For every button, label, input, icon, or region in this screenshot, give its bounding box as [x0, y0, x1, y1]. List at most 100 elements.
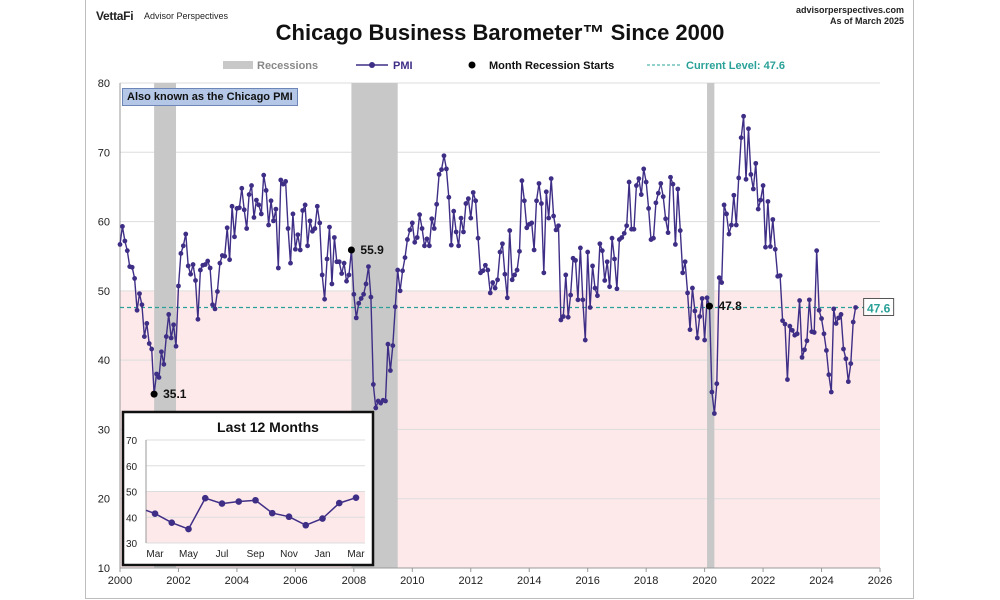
pmi-point — [694, 335, 700, 341]
pmi-point — [120, 224, 125, 229]
pmi-point — [548, 176, 554, 182]
x-tick-label: 2008 — [342, 575, 366, 587]
pmi-point — [232, 234, 237, 240]
pmi-point — [146, 341, 152, 346]
y-tick-label: 40 — [98, 355, 110, 367]
x-tick-label: 2006 — [283, 575, 307, 587]
inset-y-tick-label: 70 — [126, 436, 138, 447]
pmi-point — [772, 246, 778, 252]
pmi-point — [785, 377, 790, 382]
pmi-point — [660, 194, 666, 200]
inset-chart: Last 12 Months 30 40 50 60 70 Mar May Jul Sep Nov J… — [121, 410, 375, 567]
pmi-point — [273, 206, 279, 212]
pmi-point — [714, 381, 720, 387]
pmi-point — [646, 206, 651, 211]
pmi-point — [653, 200, 659, 206]
pmi-point — [487, 290, 493, 296]
pmi-point — [828, 389, 834, 395]
pmi-point — [295, 232, 301, 238]
pmi-point — [585, 249, 591, 255]
inset-y-tick-label: 30 — [126, 539, 138, 550]
x-tick-label: 2002 — [166, 575, 190, 587]
pmi-point — [444, 166, 449, 172]
pmi-point — [672, 242, 678, 247]
pmi-point — [458, 215, 464, 221]
pmi-point — [636, 176, 642, 182]
pmi-point — [412, 239, 418, 245]
chart-note: Also known as the Chicago PMI — [122, 88, 298, 106]
pmi-point — [446, 194, 452, 200]
pmi-point — [385, 341, 391, 347]
y-tick-label: 60 — [98, 217, 110, 229]
pmi-point — [577, 245, 583, 251]
x-tick-label: 2018 — [634, 575, 658, 587]
pmi-point — [366, 264, 371, 270]
pmi-point — [819, 316, 824, 321]
pmi-point — [638, 192, 644, 197]
pmi-point — [531, 247, 537, 253]
pmi-point — [670, 181, 676, 187]
pmi-point — [453, 229, 459, 235]
pmi-point — [436, 172, 442, 177]
pmi-point — [268, 198, 274, 204]
pmi-point — [305, 243, 310, 249]
pmi-point — [407, 227, 413, 233]
pmi-point — [841, 346, 846, 352]
pmi-point — [475, 235, 481, 241]
pmi-point — [288, 260, 293, 266]
pmi-point — [307, 218, 313, 224]
pmi-point — [185, 263, 191, 269]
pmi-point — [682, 259, 688, 265]
pmi-point — [641, 166, 647, 172]
pmi-point — [448, 242, 454, 248]
pmi-point — [619, 235, 625, 240]
inset-pmi-point — [352, 494, 360, 501]
pmi-point — [402, 255, 408, 260]
pmi-point — [426, 243, 432, 249]
pmi-point — [422, 243, 427, 249]
pmi-point — [614, 286, 620, 292]
pmi-point — [767, 244, 773, 249]
pmi-point — [833, 321, 839, 326]
pmi-point — [156, 375, 162, 380]
current-level-label: 47.6 — [867, 301, 891, 315]
pmi-point — [193, 278, 198, 283]
pmi-point — [677, 228, 683, 233]
pmi-point — [210, 302, 215, 308]
pmi-point — [826, 372, 832, 378]
pmi-point — [166, 312, 172, 317]
pmi-point — [634, 183, 639, 188]
pmi-point — [782, 321, 788, 327]
pmi-point — [266, 222, 271, 228]
inset-title: Last 12 Months — [217, 419, 319, 435]
pmi-point — [346, 272, 352, 278]
inset-x-tick-label: Sep — [247, 549, 265, 560]
pmi-point — [434, 201, 440, 207]
pmi-point — [363, 281, 369, 287]
x-tick-label: 2000 — [108, 575, 132, 587]
pmi-point — [765, 199, 771, 204]
pmi-point — [799, 354, 805, 360]
pmi-point — [441, 153, 447, 159]
inset-pmi-point — [252, 496, 259, 504]
pmi-point — [736, 175, 742, 181]
pmi-point — [327, 224, 332, 230]
inset-pmi-point — [268, 509, 276, 517]
pmi-point — [651, 235, 656, 241]
pmi-point — [188, 271, 194, 277]
pmi-point — [461, 229, 466, 235]
pmi-point — [814, 248, 820, 254]
pmi-point — [568, 292, 574, 298]
x-tick-label: 2014 — [517, 575, 541, 587]
pmi-point — [212, 306, 218, 312]
pmi-point — [173, 343, 179, 349]
inset-x-tick-label: Jul — [216, 549, 229, 560]
pmi-point — [529, 220, 535, 226]
pmi-point — [512, 272, 518, 278]
pmi-point — [709, 389, 715, 395]
pmi-point — [139, 302, 145, 308]
inset-x-tick-label: May — [179, 549, 198, 560]
pmi-point — [470, 190, 476, 195]
y-tick-label: 80 — [98, 78, 110, 90]
pmi-point — [405, 237, 410, 242]
